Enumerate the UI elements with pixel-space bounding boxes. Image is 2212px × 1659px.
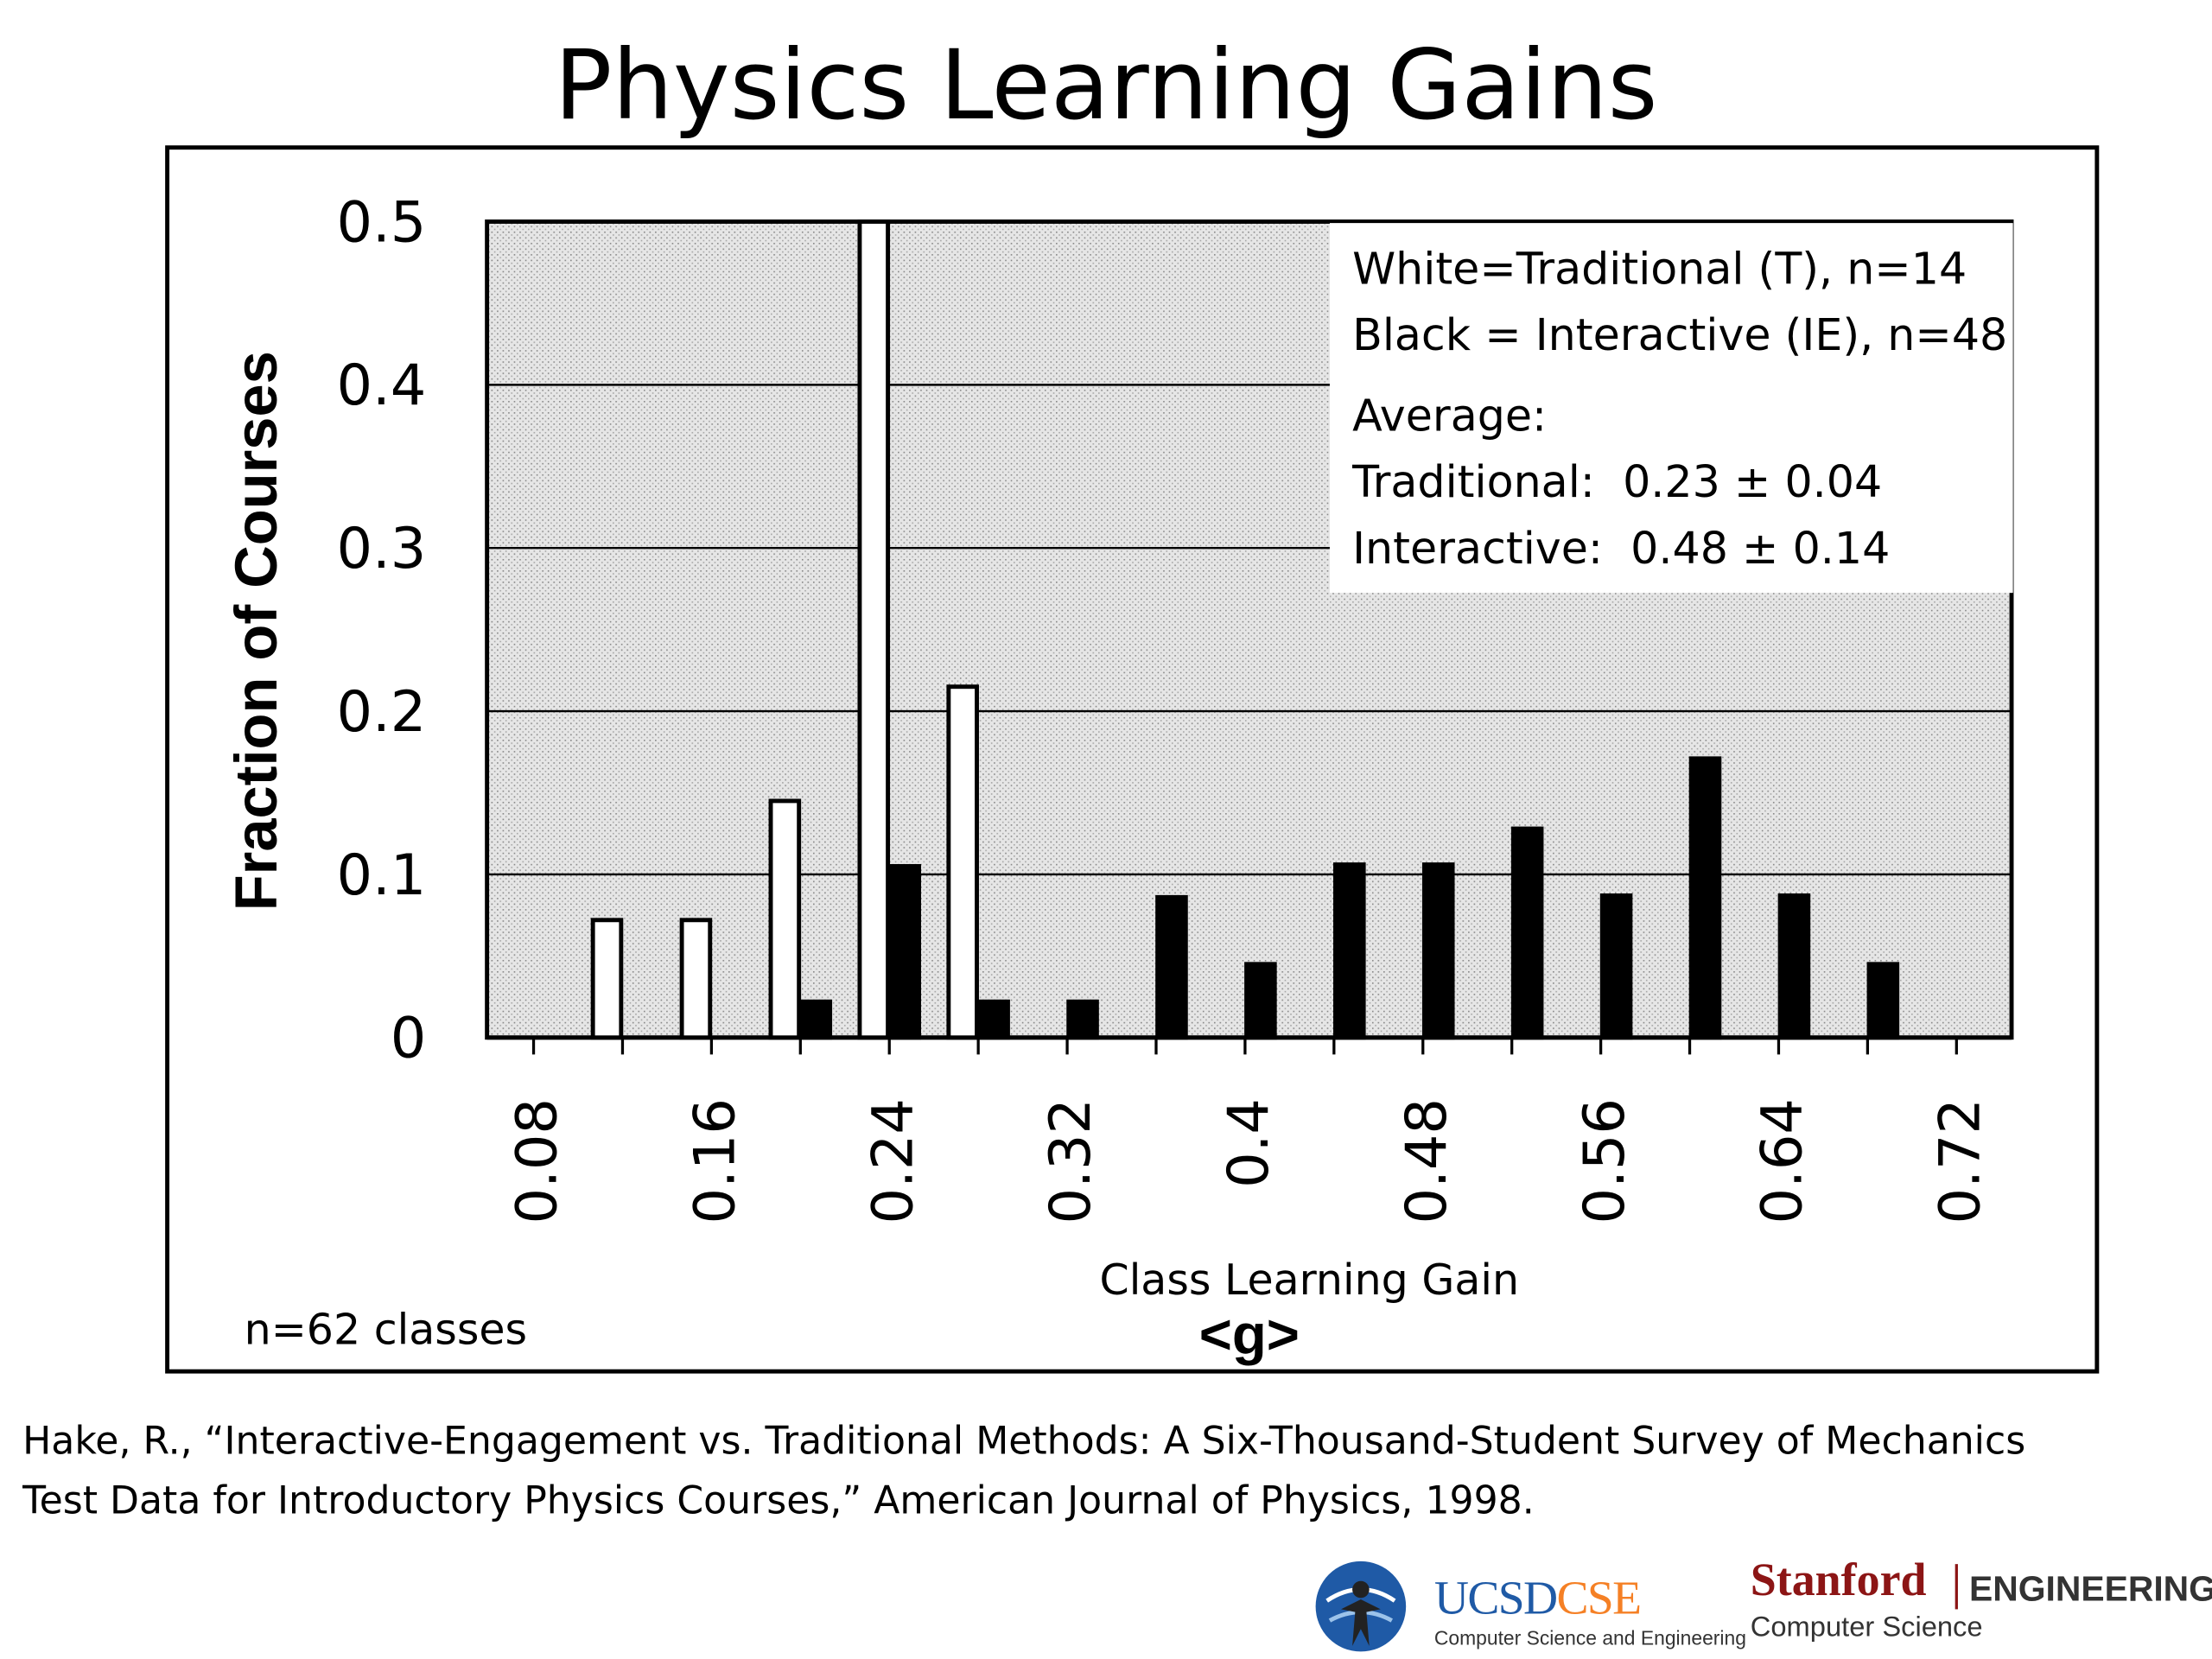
x-tick-label: 0.08 [505,1098,570,1224]
legend-interactive: Black = Interactive (IE), n=48 [1352,310,2008,362]
average-traditional-label: Traditional: [1352,457,1595,509]
y-tick-label: 0 [391,1006,427,1071]
bar-interactive [1244,962,1277,1040]
bar-interactive [1688,756,1722,1040]
stanford-engineering-wordmark: ENGINEERING [1969,1569,2212,1610]
x-tick-label: 0.72 [1927,1098,1993,1224]
ucsd-globe-logo [1315,1560,1407,1652]
y-tick-labels: 0.5 0.4 0.3 0.2 0.1 0 [336,189,426,1071]
bar-interactive [1066,999,1099,1040]
bar-interactive [1333,862,1366,1040]
sample-size-note: n=62 classes [244,1306,528,1356]
bar-interactive [1777,893,1811,1040]
average-interactive-value: 0.48 ± 0.14 [1630,524,1891,575]
bar-interactive [888,864,921,1040]
x-tick-label: 0.56 [1572,1098,1637,1224]
x-tick-labels: 0.08 0.16 0.24 0.32 0.4 0.48 0.56 0.64 0.72 [505,1098,1993,1224]
bar-traditional [857,219,891,1040]
bar-traditional [679,918,713,1040]
ucsd-wordmark-a: UCSD [1433,1572,1558,1625]
average-interactive: Interactive: 0.48 ± 0.14 [1352,517,2013,583]
bar-interactive [1421,862,1455,1040]
bar-interactive [1866,962,1900,1040]
y-tick-label: 0.4 [336,353,426,418]
bar-traditional [590,918,624,1040]
x-tick-label: 0.4 [1216,1098,1281,1188]
chart-frame [165,145,2100,1374]
bar-interactive [1155,894,1188,1040]
logo-divider [1955,1564,1958,1610]
average-heading: Average: [1352,391,1548,442]
y-tick-label: 0.2 [336,679,426,745]
y-tick-label: 0.3 [336,516,426,582]
slide-title: Physics Learning Gains [554,30,1658,143]
bar-interactive [799,999,833,1040]
average-interactive-label: Interactive: [1352,524,1603,575]
legend-traditional: White=Traditional (T), n=14 [1352,244,1967,296]
x-tick-label: 0.32 [1038,1098,1103,1224]
average-traditional-value: 0.23 ± 0.04 [1623,457,1883,509]
x-tick-label: 0.64 [1750,1098,1815,1224]
x-tick-label: 0.16 [683,1098,748,1224]
x-axis-label: Class Learning Gain [1099,1255,1520,1306]
average-traditional: Traditional: 0.23 ± 0.04 [1352,450,2013,517]
ucsd-cse-wordmark: UCSDCSE [1433,1572,1642,1626]
legend: White=Traditional (T), n=14 Black = Inte… [1329,223,2013,594]
ucsd-subtitle: Computer Science and Engineering [1433,1626,1746,1649]
bar-traditional [946,684,979,1040]
ucsd-wordmark-b: CSE [1556,1572,1642,1625]
x-tick-label: 0.24 [860,1098,925,1224]
bar-interactive [1599,893,1633,1040]
x-tick-label: 0.48 [1394,1098,1459,1224]
bars [590,219,1900,1040]
bar-interactive [1510,826,1544,1040]
bar-traditional [768,798,802,1040]
citation-line-1: Hake, R., “Interactive-Engagement vs. Tr… [22,1420,2026,1465]
stanford-cs-subtitle: Computer Science [1750,1611,1983,1643]
y-axis-label: Fraction of Courses [223,351,289,911]
logos: UCSDCSE Computer Science and Engineering… [1313,1553,2212,1659]
y-tick-label: 0.1 [336,842,426,908]
citation: Hake, R., “Interactive-Engagement vs. Tr… [22,1413,2183,1531]
y-tick-label: 0.5 [336,189,426,255]
stanford-wordmark: Stanford [1750,1555,1927,1607]
bar-interactive [977,999,1010,1040]
x-axis-symbol: <g> [1198,1304,1300,1367]
citation-line-2: Test Data for Introductory Physics Cours… [22,1479,1535,1523]
bar-chart: 0.5 0.4 0.3 0.2 0.1 0 0.08 0.16 0.24 0.32 0.4 0.48… [223,189,2014,1224]
